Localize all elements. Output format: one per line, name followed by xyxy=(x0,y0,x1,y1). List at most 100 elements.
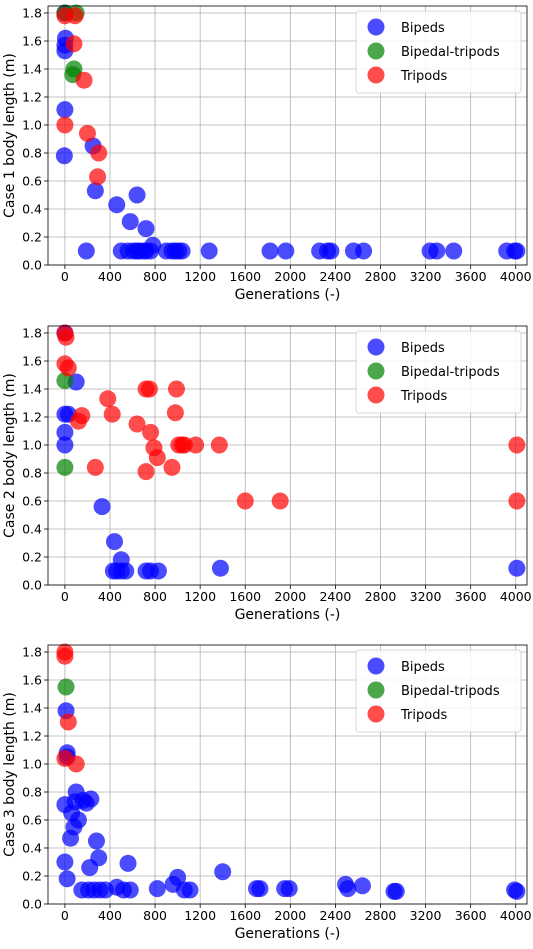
y-tick-label: 1.8 xyxy=(22,6,42,21)
y-tick-label: 1.2 xyxy=(22,410,42,425)
y-tick-label: 0.8 xyxy=(22,785,42,800)
x-axis-label: Generations (-) xyxy=(235,926,341,942)
data-point-bipeds xyxy=(142,242,160,260)
x-tick-label: 2800 xyxy=(365,908,397,923)
data-point-tripods xyxy=(508,492,526,510)
y-tick-label: 0.8 xyxy=(22,466,42,481)
data-point-tripods xyxy=(57,328,75,346)
data-point-tripods xyxy=(89,168,107,186)
data-point-bipeds xyxy=(251,880,269,898)
data-point-bipeds xyxy=(353,877,371,895)
chart-panel-1: 0 400 800 1200 1600 2000 2400 2800 3200 3600 4000 0… xyxy=(2,4,532,303)
x-tick-label: 1200 xyxy=(184,269,216,284)
data-point-tripods xyxy=(271,492,289,510)
legend-marker xyxy=(367,66,385,84)
x-tick-label: 400 xyxy=(98,589,122,604)
legend-marker xyxy=(367,386,385,404)
data-point-bipeds xyxy=(181,881,199,899)
data-point-bipeds xyxy=(149,562,167,580)
x-tick-label: 4000 xyxy=(500,269,532,284)
axes-frame xyxy=(47,5,528,266)
data-point-bipeds xyxy=(445,242,463,260)
y-tick-label: 0.0 xyxy=(22,578,42,593)
data-point-tripods xyxy=(142,423,160,441)
legend-label: Tripods xyxy=(400,708,447,723)
legend-marker xyxy=(367,338,385,356)
data-point-tripods xyxy=(166,404,184,422)
data-point-bipeds xyxy=(428,242,446,260)
data-point-tripods xyxy=(148,449,166,467)
axes-frame xyxy=(47,644,528,905)
y-tick-label: 1.6 xyxy=(22,34,42,49)
data-point-bipeds xyxy=(58,870,76,888)
y-tick-label: 1.8 xyxy=(22,326,42,341)
data-point-bipeds xyxy=(277,242,295,260)
data-point-bipeds xyxy=(56,423,74,441)
legend-label: Bipeds xyxy=(401,660,445,675)
x-tick-label: 2800 xyxy=(365,589,397,604)
data-point-bipedal-tripods xyxy=(56,458,74,476)
legend-label: Tripods xyxy=(400,69,447,84)
data-point-tripods xyxy=(56,116,74,134)
data-point-bipeds xyxy=(108,196,126,214)
data-point-bipeds xyxy=(261,242,279,260)
data-point-bipeds xyxy=(173,242,191,260)
y-tick-label: 0.6 xyxy=(22,494,42,509)
x-tick-label: 4000 xyxy=(500,589,532,604)
legend-box xyxy=(355,330,522,414)
data-point-bipeds xyxy=(211,559,229,577)
data-point-tripods xyxy=(137,463,155,481)
data-point-tripods xyxy=(140,380,158,398)
y-tick-label: 0.4 xyxy=(22,202,42,217)
y-tick-label: 1.0 xyxy=(22,438,42,453)
data-point-bipeds xyxy=(56,405,74,423)
data-point-bipeds xyxy=(117,562,135,580)
y-axis-label: Case 3 body length (m) xyxy=(2,692,18,857)
x-tick-label: 2400 xyxy=(319,269,351,284)
legend-label: Bipeds xyxy=(401,341,445,356)
legend-label: Bipeds xyxy=(401,21,445,36)
y-tick-label: 1.6 xyxy=(22,354,42,369)
y-tick-label: 1.4 xyxy=(22,701,42,716)
data-point-bipeds xyxy=(214,863,232,881)
data-point-tripods xyxy=(66,7,84,25)
y-tick-label: 1.0 xyxy=(22,118,42,133)
data-point-tripods xyxy=(128,415,146,433)
data-point-bipeds xyxy=(128,186,146,204)
x-axis-label: Generations (-) xyxy=(235,607,341,623)
x-tick-label: 3200 xyxy=(410,269,442,284)
x-tick-label: 3600 xyxy=(455,589,487,604)
data-point-tripods xyxy=(103,405,121,423)
data-point-bipeds xyxy=(77,242,95,260)
x-tick-label: 1600 xyxy=(229,589,261,604)
x-tick-label: 2400 xyxy=(319,589,351,604)
data-point-bipeds xyxy=(148,880,166,898)
data-point-bipeds xyxy=(121,881,139,899)
data-point-bipeds xyxy=(86,182,104,200)
x-tick-label: 400 xyxy=(98,269,122,284)
x-tick-label: 0 xyxy=(61,269,69,284)
data-point-tripods xyxy=(59,713,77,731)
data-point-bipedal-tripods xyxy=(57,678,75,696)
y-tick-label: 1.6 xyxy=(22,673,42,688)
data-point-bipeds xyxy=(508,559,526,577)
y-tick-label: 0.6 xyxy=(22,813,42,828)
data-point-bipeds xyxy=(87,832,105,850)
y-tick-label: 1.0 xyxy=(22,757,42,772)
y-tick-label: 1.2 xyxy=(22,729,42,744)
data-point-bipeds xyxy=(508,242,526,260)
y-tick-label: 0.2 xyxy=(22,550,42,565)
data-point-tripods xyxy=(236,492,254,510)
data-point-tripods xyxy=(56,647,74,665)
y-tick-label: 1.4 xyxy=(22,62,42,77)
y-tick-label: 0.2 xyxy=(22,230,42,245)
x-tick-label: 3600 xyxy=(455,269,487,284)
data-point-bipeds xyxy=(137,220,155,238)
legend-marker xyxy=(367,18,385,36)
data-point-bipeds xyxy=(62,829,80,847)
chart-panel-3: 0 400 800 1200 1600 2000 2400 2800 3200 3600 4000 0… xyxy=(2,643,532,942)
legend-box xyxy=(355,10,522,94)
data-point-bipeds xyxy=(56,436,74,454)
data-point-bipeds xyxy=(82,790,100,808)
